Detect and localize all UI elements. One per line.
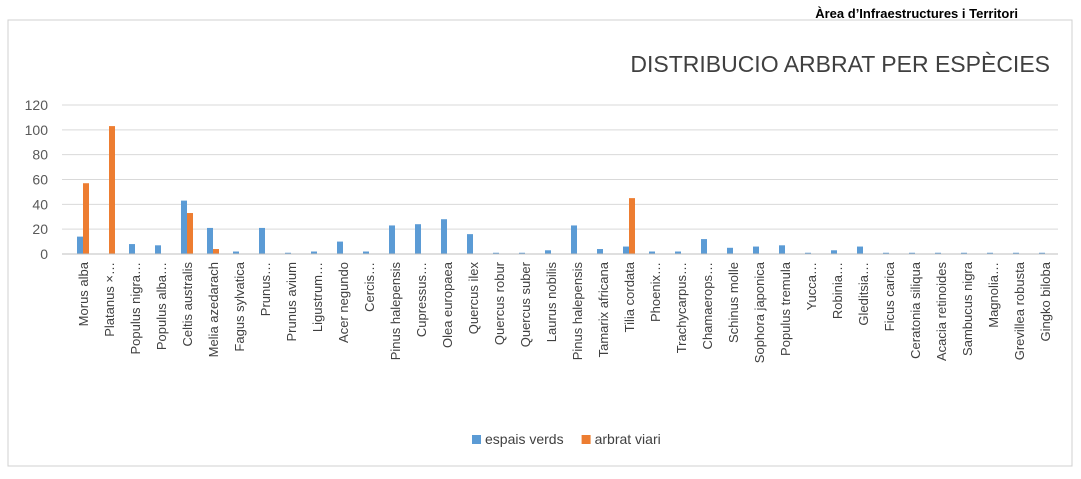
x-tick-label: Populus nigra… [128,262,143,355]
x-tick-label: Phoenix… [648,262,663,322]
bar [363,251,369,254]
bar [597,249,603,254]
bar [415,224,421,254]
x-tick-label: Ceratonia siliqua [908,261,923,359]
bar [259,227,265,254]
x-tick-label: Olea europaea [440,261,455,348]
x-tick-label: Fagus sylvatica [232,261,247,351]
bar [155,245,161,254]
x-tick-label: Magnolia… [986,262,1001,328]
x-tick-label: Gingko biloba [1038,261,1053,341]
bar [961,252,967,254]
bar [571,225,577,254]
x-tick-label: Prunus avium [284,262,299,341]
legend-swatch [472,435,481,444]
bar [441,219,447,254]
x-tick-label: Celtis australis [180,262,195,347]
bar [779,245,785,254]
x-tick-label: Acacia retinoides [934,262,949,361]
bar [187,213,193,254]
x-tick-label: Trachycarpus… [674,262,689,353]
chart-title: DISTRIBUCIO ARBRAT PER ESPÈCIES [630,51,1050,77]
x-tick-label: Yucca… [804,262,819,310]
bar [207,227,213,254]
bar [727,247,733,254]
x-tick-label: Tamarix africana [596,261,611,357]
legend-label: espais verds [485,431,564,447]
bar [909,252,915,254]
x-tick-label: Chamaerops… [700,262,715,349]
header: Àrea d’Infraestructures i Territori [815,6,1018,21]
bar [1039,252,1045,254]
bar [545,250,551,254]
bar [109,126,115,254]
x-tick-label: Ligustrum… [310,262,325,332]
bar [311,251,317,254]
legend-label: arbrat viari [595,431,661,447]
bar [753,246,759,254]
y-tick-label: 80 [32,147,48,163]
x-tick-label: Quercus suber [518,261,533,347]
x-tick-label: Cercis… [362,262,377,312]
bar [233,251,239,254]
x-tick-label: Schinus molle [726,262,741,343]
x-tick-label: Gleditsia… [856,262,871,326]
y-tick-label: 20 [32,221,48,237]
chart-frame [7,19,1073,467]
bar [493,252,499,254]
x-tick-label: Quercus robur [492,261,507,345]
bar [857,246,863,254]
x-tick-label: Ficus carica [882,261,897,331]
x-tick-label: Sophora japonica [752,261,767,363]
bar [629,198,635,254]
bar [649,251,655,254]
x-tick-label: Pinus halepensis [570,262,585,361]
bar [77,236,83,254]
x-tick-label: Melia azedarach [206,262,221,357]
bar [987,252,993,254]
x-tick-label: Morus alba [76,261,91,326]
x-tick-label: Populus alba… [154,262,169,350]
x-tick-label: Laurus nobilis [544,262,559,343]
bar [623,246,629,254]
bar [213,249,219,254]
x-tick-label: Acer negundo [336,262,351,343]
y-tick-label: 40 [32,196,48,212]
bar [831,250,837,254]
legend-swatch [581,435,591,444]
bar [519,252,525,254]
y-tick-label: 120 [25,97,49,113]
x-tick-label: Grevillea robusta [1012,261,1027,360]
y-tick-label: 0 [40,246,48,262]
bar [285,252,291,254]
x-tick-label: Tilia cordata [622,261,637,332]
bar [1013,252,1019,254]
x-tick-label: Platanus ×… [102,262,117,337]
x-tick-label: Populus tremula [778,261,793,356]
x-tick-label: Pinus halepensis [388,262,403,361]
bar [883,252,889,254]
y-tick-label: 60 [32,172,48,188]
bar [805,252,811,254]
y-tick-label: 100 [25,122,49,138]
bar [701,239,707,254]
x-tick-label: Quercus ilex [466,262,481,335]
x-tick-label: Robinia… [830,262,845,319]
bar [129,244,135,254]
bar [181,200,187,254]
bar [675,251,681,254]
x-tick-label: Sambucus nigra [960,261,975,356]
bar [337,241,343,254]
x-tick-label: Prunus… [258,262,273,316]
bar [467,234,473,254]
bar [935,252,941,254]
x-tick-label: Cupressus… [414,262,429,337]
bar [389,225,395,254]
bar [83,183,89,254]
